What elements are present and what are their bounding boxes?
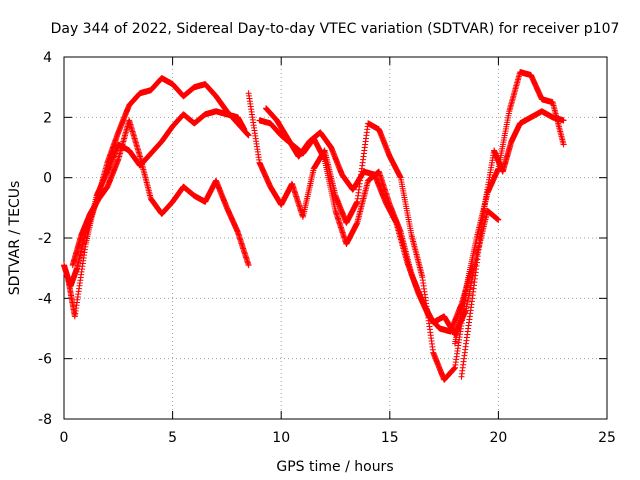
series-track-e	[262, 105, 476, 335]
series-track-g	[451, 69, 567, 347]
y-tick-label: 4	[43, 50, 52, 66]
y-axis-label: SDTVAR / TECUs	[7, 181, 23, 296]
x-tick-label: 25	[598, 430, 616, 446]
x-tick-label: 5	[168, 430, 177, 446]
x-tick-label: 10	[272, 430, 290, 446]
y-tick-label: -6	[38, 352, 52, 368]
y-tick-label: -8	[38, 412, 52, 428]
series-track-a	[61, 75, 252, 290]
data-marks	[61, 69, 567, 383]
grid-lines	[64, 57, 607, 419]
y-tick-label: -4	[38, 291, 52, 307]
x-axis-label: GPS time / hours	[276, 459, 393, 475]
plot-frame	[63, 56, 608, 420]
x-tick-label: 20	[489, 430, 507, 446]
data-point	[245, 132, 252, 139]
axis-ticks: 0 5 10 15 20 25 -8 -6 -4 -2 0 2 4	[38, 50, 616, 446]
x-tick-label: 0	[60, 430, 69, 446]
x-tick-label: 15	[381, 430, 399, 446]
series-track-c	[69, 117, 252, 269]
y-tick-label: 2	[43, 110, 52, 126]
y-tick-label: -2	[38, 231, 52, 247]
data-point	[241, 126, 248, 133]
y-tick-label: 0	[43, 171, 52, 187]
chart-title: Day 344 of 2022, Sidereal Day-to-day VTE…	[51, 21, 620, 37]
